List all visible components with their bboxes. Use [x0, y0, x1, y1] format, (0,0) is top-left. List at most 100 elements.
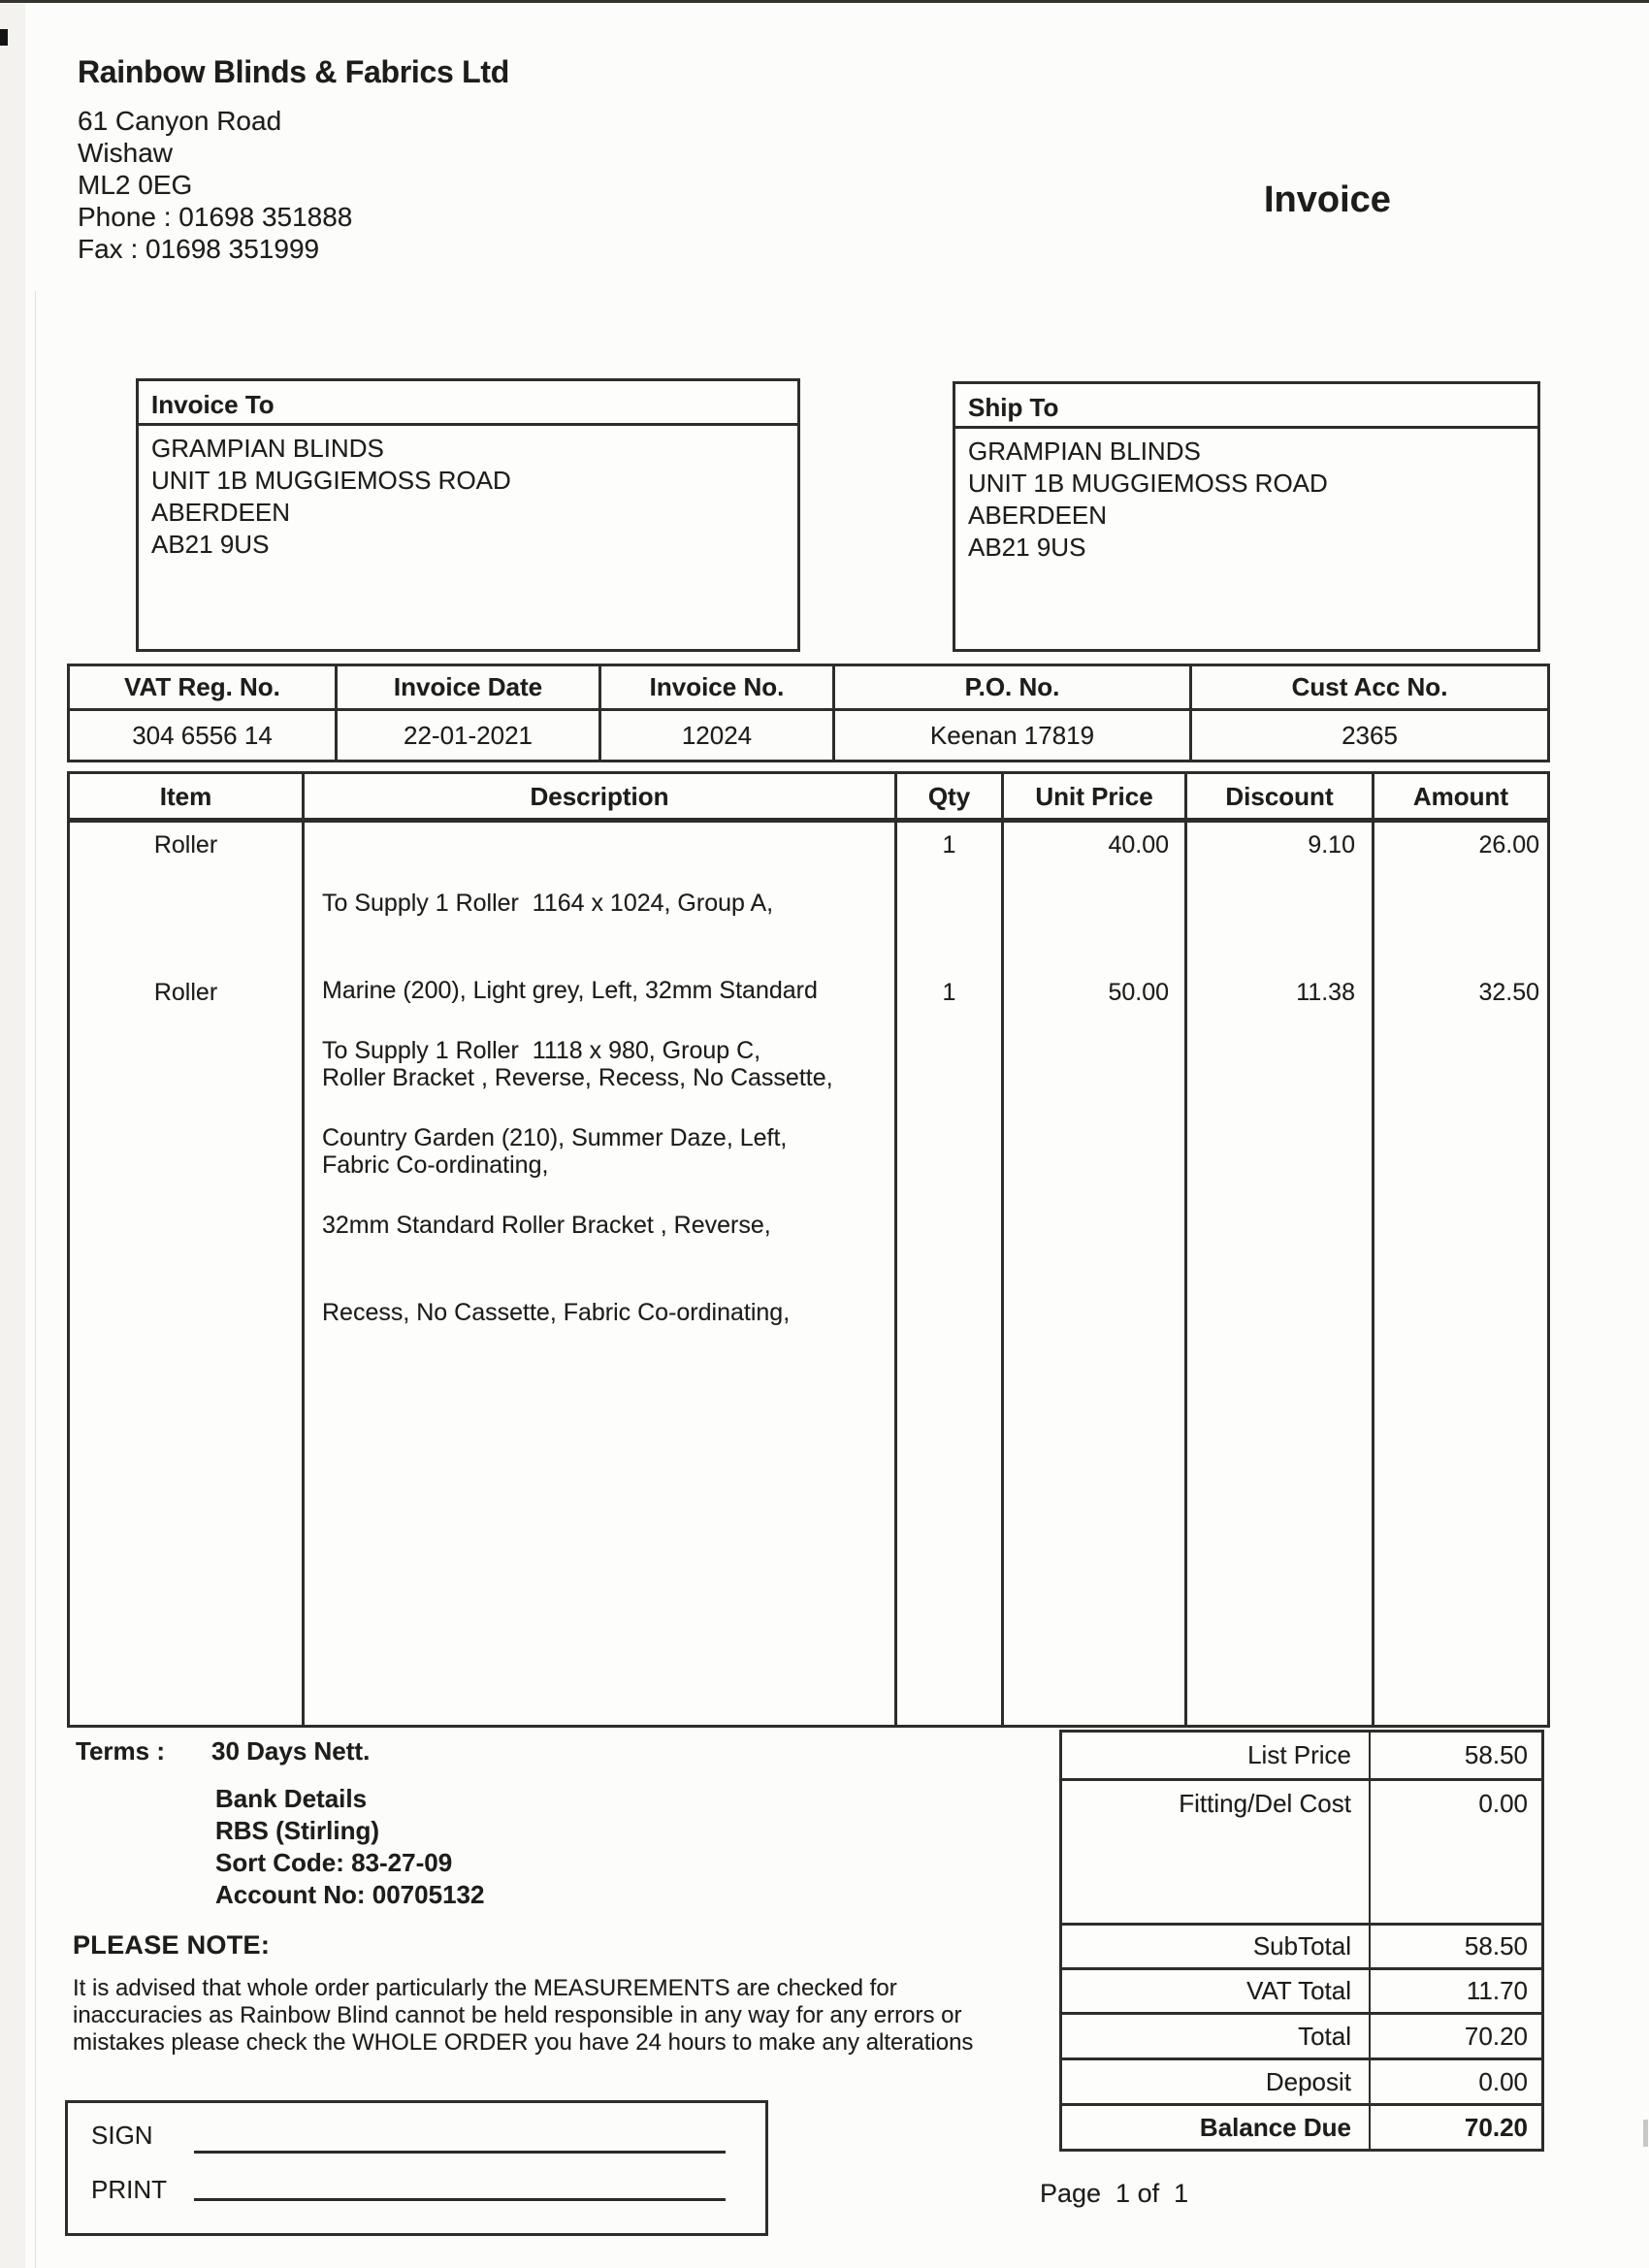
- totals-row-fitting-del-cost: Fitting/Del Cost 0.00: [1062, 1778, 1541, 1923]
- scan-edge-line: [35, 291, 36, 2268]
- document-title: Invoice: [1264, 179, 1391, 220]
- meta-value-po-no: Keenan 17819: [835, 711, 1192, 760]
- ship-to-line: AB21 9US: [968, 533, 1086, 562]
- totals-row-total: Total 70.20: [1062, 2012, 1541, 2057]
- totals-value: 0.00: [1369, 1781, 1541, 1923]
- description-line: Marine (200), Light grey, Left, 32mm Sta…: [322, 977, 818, 1004]
- items-header-qty: Qty: [897, 774, 1004, 823]
- items-header-item: Item: [70, 774, 305, 823]
- note-line: inaccuracies as Rainbow Blind cannot be …: [73, 2002, 962, 2028]
- qty-cell: 1: [897, 970, 1004, 1725]
- terms-value: 30 Days Nett.: [211, 1736, 371, 1766]
- meta-header-invoice-no: Invoice No.: [601, 666, 835, 711]
- meta-header-date: Invoice Date: [338, 666, 601, 711]
- discount-cell: 9.10: [1187, 823, 1374, 970]
- company-address-line: Wishaw: [78, 138, 174, 168]
- meta-value-cust-acc: 2365: [1342, 720, 1398, 750]
- unit-price-cell: 40.00: [1004, 823, 1187, 970]
- bank-sort-code: Sort Code: 83-27-09: [215, 1848, 453, 1877]
- company-fax: Fax : 01698 351999: [78, 234, 320, 264]
- description-line: Roller Bracket , Reverse, Recess, No Cas…: [322, 1064, 833, 1091]
- item-cell: Roller: [70, 823, 305, 970]
- totals-value: 58.50: [1369, 1926, 1541, 1967]
- invoice-to-box: Invoice To GRAMPIAN BLINDS UNIT 1B MUGGI…: [136, 378, 800, 652]
- scan-edge-left: [0, 3, 25, 2268]
- meta-value-vat-reg: 304 6556 14: [70, 711, 338, 760]
- totals-label: Total: [1298, 2021, 1351, 2051]
- sign-line: [194, 2151, 726, 2154]
- invoice-to-label: Invoice To: [139, 381, 797, 426]
- sign-label: SIGN: [91, 2121, 153, 2150]
- description-line: 32mm Standard Roller Bracket , Reverse,: [322, 1212, 771, 1239]
- totals-row-subtotal: SubTotal 58.50: [1062, 1923, 1541, 1967]
- ship-to-address: GRAMPIAN BLINDS UNIT 1B MUGGIEMOSS ROAD …: [955, 429, 1537, 564]
- meta-header-cust-acc: Cust Acc No.: [1192, 666, 1547, 711]
- description-line: Fabric Co-ordinating,: [322, 1151, 549, 1179]
- bank-name: RBS (Stirling): [215, 1816, 379, 1845]
- items-header-unit-price: Unit Price: [1004, 774, 1187, 823]
- description-line: To Supply 1 Roller 1164 x 1024, Group A,: [322, 890, 774, 917]
- company-address-line: 61 Canyon Road: [78, 106, 282, 136]
- invoice-to-address: GRAMPIAN BLINDS UNIT 1B MUGGIEMOSS ROAD …: [139, 426, 797, 561]
- invoice-to-line: GRAMPIAN BLINDS: [151, 434, 384, 463]
- totals-value: 11.70: [1369, 1970, 1541, 2012]
- company-address-line: ML2 0EG: [78, 170, 193, 200]
- scan-edge-top: [0, 0, 1649, 3]
- scan-speck: [1643, 2120, 1648, 2147]
- terms-label: Terms :: [76, 1736, 165, 1766]
- company-phone: Phone : 01698 351888: [78, 202, 353, 232]
- totals-label: List Price: [1247, 1740, 1351, 1769]
- totals-table: List Price 58.50 Fitting/Del Cost 0.00 S…: [1059, 1730, 1544, 2152]
- items-header-description: Description: [305, 774, 897, 823]
- totals-label: SubTotal: [1252, 1931, 1351, 1960]
- totals-label: Balance Due: [1199, 2112, 1351, 2142]
- totals-value: 0.00: [1369, 2060, 1541, 2103]
- totals-label: Fitting/Del Cost: [1179, 1789, 1351, 1818]
- please-note-text: It is advised that whole order particula…: [73, 1975, 973, 2057]
- description-line: Recess, No Cassette, Fabric Co-ordinatin…: [322, 1299, 791, 1326]
- totals-row-vat-total: VAT Total 11.70: [1062, 1967, 1541, 2012]
- items-header-discount: Discount: [1187, 774, 1374, 823]
- bank-details-heading: Bank Details: [215, 1784, 368, 1813]
- ship-to-line: ABERDEEN: [968, 501, 1108, 530]
- item-cell: Roller: [70, 970, 305, 1725]
- ship-to-line: UNIT 1B MUGGIEMOSS ROAD: [968, 469, 1328, 498]
- meta-value-date: 22-01-2021: [338, 711, 601, 760]
- totals-label: Deposit: [1265, 2066, 1351, 2096]
- note-line: mistakes please check the WHOLE ORDER yo…: [73, 2029, 974, 2056]
- page-number: Page 1 of 1: [1040, 2179, 1189, 2208]
- description-cell: To Supply 1 Roller 1118 x 980, Group C, …: [305, 970, 897, 1725]
- amount-cell: 26.00: [1478, 831, 1539, 859]
- line-items-table: Item Description Qty Unit Price Discount…: [67, 771, 1550, 1728]
- bank-details: Bank Details RBS (Stirling) Sort Code: 8…: [215, 1783, 484, 1911]
- description-line: Country Garden (210), Summer Daze, Left,: [322, 1124, 788, 1151]
- description-cell: To Supply 1 Roller 1164 x 1024, Group A,…: [305, 823, 897, 1179]
- print-label: PRINT: [91, 2175, 167, 2204]
- meta-value-invoice-no: 12024: [601, 711, 835, 760]
- totals-value: 70.20: [1369, 2015, 1541, 2057]
- totals-label: VAT Total: [1246, 1976, 1351, 2005]
- ship-to-line: GRAMPIAN BLINDS: [968, 437, 1201, 466]
- totals-row-list-price: List Price 58.50: [1062, 1733, 1541, 1778]
- ship-to-box: Ship To GRAMPIAN BLINDS UNIT 1B MUGGIEMO…: [953, 381, 1540, 652]
- bank-account-no: Account No: 00705132: [215, 1880, 485, 1909]
- totals-value: 70.20: [1369, 2106, 1541, 2149]
- totals-row-balance-due: Balance Due 70.20: [1062, 2103, 1541, 2149]
- company-address: 61 Canyon Road Wishaw ML2 0EG Phone : 01…: [78, 105, 352, 265]
- discount-cell: 11.38: [1187, 970, 1374, 1725]
- unit-price-cell: 50.00: [1004, 970, 1187, 1725]
- ship-to-label: Ship To: [955, 384, 1537, 429]
- invoice-meta-table: VAT Reg. No. Invoice Date Invoice No. P.…: [67, 664, 1550, 762]
- totals-value: 58.50: [1369, 1733, 1541, 1778]
- signature-box: SIGN PRINT: [65, 2100, 768, 2236]
- description-line: To Supply 1 Roller 1118 x 980, Group C,: [322, 1037, 761, 1064]
- print-line: [194, 2198, 726, 2201]
- meta-header-vat-reg: VAT Reg. No.: [70, 666, 338, 711]
- items-header-amount: Amount: [1374, 774, 1547, 823]
- company-name: Rainbow Blinds & Fabrics Ltd: [78, 54, 509, 89]
- note-line: It is advised that whole order particula…: [73, 1975, 897, 2001]
- invoice-to-line: ABERDEEN: [151, 498, 291, 527]
- meta-header-po-no: P.O. No.: [835, 666, 1192, 711]
- please-note-heading: PLEASE NOTE:: [73, 1930, 271, 1960]
